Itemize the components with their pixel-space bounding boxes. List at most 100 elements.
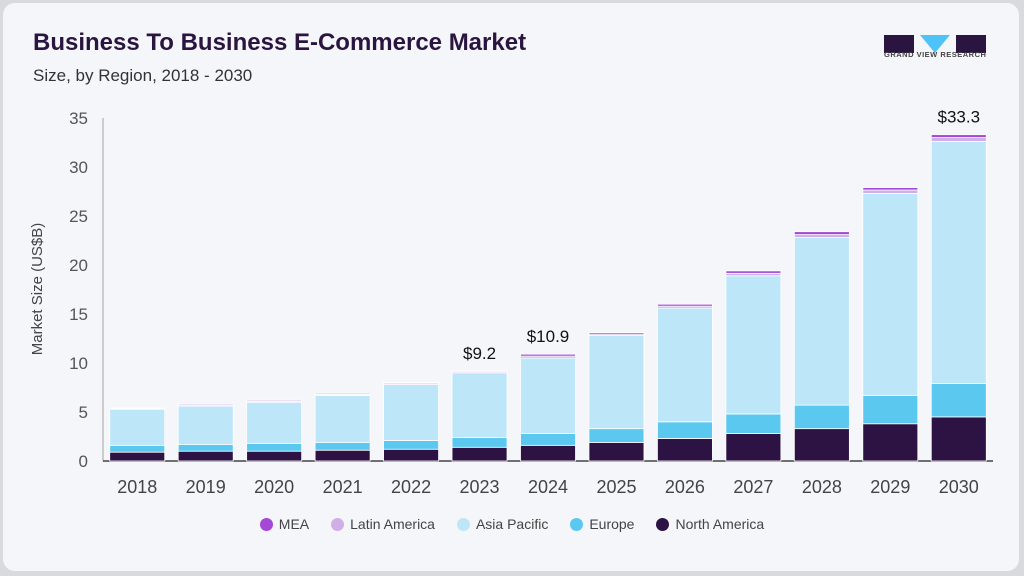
bar-europe: [930, 383, 987, 418]
legend-label: MEA: [278, 516, 310, 532]
bar-asia-pacific: [520, 357, 576, 434]
bar-north-america: [930, 416, 987, 462]
x-tick-label: 2020: [254, 477, 294, 497]
y-tick-label: 15: [69, 305, 88, 324]
bar-asia-pacific: [725, 275, 782, 415]
y-tick-label: 30: [69, 158, 88, 177]
bar-europe: [862, 394, 919, 425]
bar-europe: [793, 404, 850, 430]
bar-mea: [793, 231, 850, 236]
bar-north-america: [725, 433, 782, 462]
bar-mea: [657, 303, 713, 307]
y-tick-label: 5: [79, 403, 88, 422]
bar-mea: [588, 332, 645, 335]
bar-europe: [177, 443, 234, 452]
legend-item: Latin America: [331, 516, 435, 532]
bar-north-america: [793, 428, 850, 462]
x-tick-label: 2028: [802, 477, 842, 497]
data-label: $10.9: [527, 327, 570, 346]
chart-title: Business To Business E-Commerce Market: [33, 29, 527, 56]
x-tick-label: 2022: [391, 477, 431, 497]
bar-asia-pacific: [383, 384, 439, 441]
x-tick-label: 2030: [939, 477, 979, 497]
legend-swatch: [331, 517, 345, 531]
y-tick-label: 25: [69, 207, 88, 226]
bar-north-america: [177, 450, 234, 462]
legend-label: North America: [675, 516, 765, 532]
bar-europe: [657, 421, 713, 439]
x-tick-label: 2023: [460, 477, 500, 497]
bar-latin-america: [862, 189, 919, 194]
bar-north-america: [109, 451, 166, 462]
y-tick-label: 20: [69, 256, 88, 275]
legend-label: Latin America: [350, 516, 435, 532]
bar-north-america: [246, 450, 303, 462]
data-label: $33.3: [937, 108, 980, 127]
legend-swatch: [656, 517, 670, 531]
grand-view-research-logo: [884, 35, 986, 53]
bar-north-america: [314, 449, 371, 462]
bar-north-america: [520, 444, 576, 462]
bar-mea: [451, 370, 508, 373]
bar-asia-pacific: [246, 401, 303, 444]
bar-latin-america: [793, 234, 850, 238]
bar-asia-pacific: [657, 307, 713, 423]
bar-mea: [862, 187, 919, 191]
bar-north-america: [862, 423, 919, 462]
bar-mea: [725, 270, 782, 274]
bar-north-america: [451, 446, 508, 462]
bar-europe: [109, 444, 166, 453]
bar-mea: [109, 407, 166, 410]
legend-item: MEA: [259, 516, 310, 532]
bar-mea: [177, 403, 234, 406]
x-tick-label: 2029: [870, 477, 910, 497]
x-tick-label: 2027: [733, 477, 773, 497]
bar-mea: [246, 399, 303, 402]
bar-mea: [314, 392, 371, 395]
bar-asia-pacific: [930, 141, 987, 384]
y-tick-label: 35: [69, 109, 88, 128]
y-tick-label: 10: [69, 354, 88, 373]
chart-subtitle: Size, by Region, 2018 - 2030: [33, 66, 253, 85]
y-axis-label: Market Size (US$B): [29, 223, 46, 356]
legend-swatch: [259, 517, 273, 531]
bar-europe: [314, 441, 371, 451]
bar-europe: [520, 433, 576, 446]
legend-swatch: [456, 517, 470, 531]
bar-asia-pacific: [314, 394, 371, 443]
bar-latin-america: [930, 137, 987, 142]
legend-item: Europe: [570, 516, 634, 532]
x-tick-label: 2018: [117, 477, 157, 497]
chart-legend: MEA Latin America Asia Pacific Europe North …: [0, 516, 1024, 532]
bar-asia-pacific: [862, 193, 919, 396]
legend-item: North America: [656, 516, 764, 532]
bar-mea: [383, 382, 439, 384]
x-tick-label: 2025: [596, 477, 636, 497]
x-tick-label: 2019: [186, 477, 226, 497]
y-tick-label: 0: [79, 452, 88, 471]
data-label: $9.2: [463, 344, 496, 363]
bar-asia-pacific: [793, 237, 850, 406]
bar-europe: [451, 437, 508, 448]
bar-asia-pacific: [451, 372, 508, 438]
legend-label: Asia Pacific: [475, 516, 549, 532]
bar-asia-pacific: [177, 405, 234, 445]
bar-asia-pacific: [588, 335, 645, 430]
logo-text: GRAND VIEW RESEARCH: [884, 50, 987, 59]
x-tick-label: 2026: [665, 477, 705, 497]
bar-europe: [725, 413, 782, 434]
x-tick-label: 2024: [528, 477, 568, 497]
legend-swatch: [570, 517, 584, 531]
bar-north-america: [588, 441, 645, 462]
bar-north-america: [383, 448, 439, 462]
bar-north-america: [657, 438, 713, 462]
legend-label: Europe: [589, 516, 635, 532]
legend-item: Asia Pacific: [456, 516, 549, 532]
bar-europe: [588, 428, 645, 443]
bar-asia-pacific: [109, 408, 166, 446]
bar-europe: [246, 442, 303, 452]
x-tick-label: 2021: [323, 477, 363, 497]
bar-mea: [520, 353, 576, 357]
bar-mea: [930, 134, 987, 139]
